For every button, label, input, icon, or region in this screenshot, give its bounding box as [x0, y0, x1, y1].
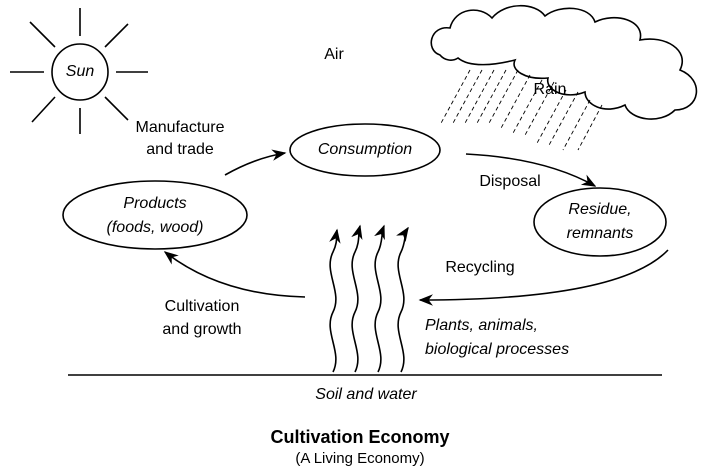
diagram: Sun Air Rain Consumption Products (foods…	[0, 0, 717, 470]
edge-label: Manufacture	[136, 119, 225, 136]
process-label: biological processes	[425, 341, 569, 358]
edge-label: Cultivation	[165, 298, 240, 315]
edge-label: Disposal	[479, 173, 540, 190]
arrow	[225, 153, 285, 175]
node-label: Products	[123, 195, 186, 212]
edge-label: and trade	[146, 141, 214, 158]
arrow	[165, 252, 305, 297]
sun-label: Sun	[66, 63, 95, 80]
title: Cultivation Economy	[270, 427, 449, 447]
products-node	[63, 181, 247, 249]
ground-label: Soil and water	[315, 386, 417, 403]
process-label: Plants, animals,	[425, 317, 538, 334]
edge-label: and growth	[162, 321, 241, 338]
residue-node	[534, 188, 666, 256]
edge-label: Recycling	[445, 259, 514, 276]
air-label: Air	[324, 46, 344, 63]
node-label: remnants	[567, 225, 634, 242]
subtitle: (A Living Economy)	[295, 450, 424, 467]
cloud-icon	[431, 6, 696, 150]
node-label: (foods, wood)	[107, 219, 204, 236]
rain-label: Rain	[534, 81, 567, 98]
node-label: Consumption	[318, 141, 412, 158]
node-label: Residue,	[568, 201, 631, 218]
growth-arrows	[330, 226, 408, 372]
